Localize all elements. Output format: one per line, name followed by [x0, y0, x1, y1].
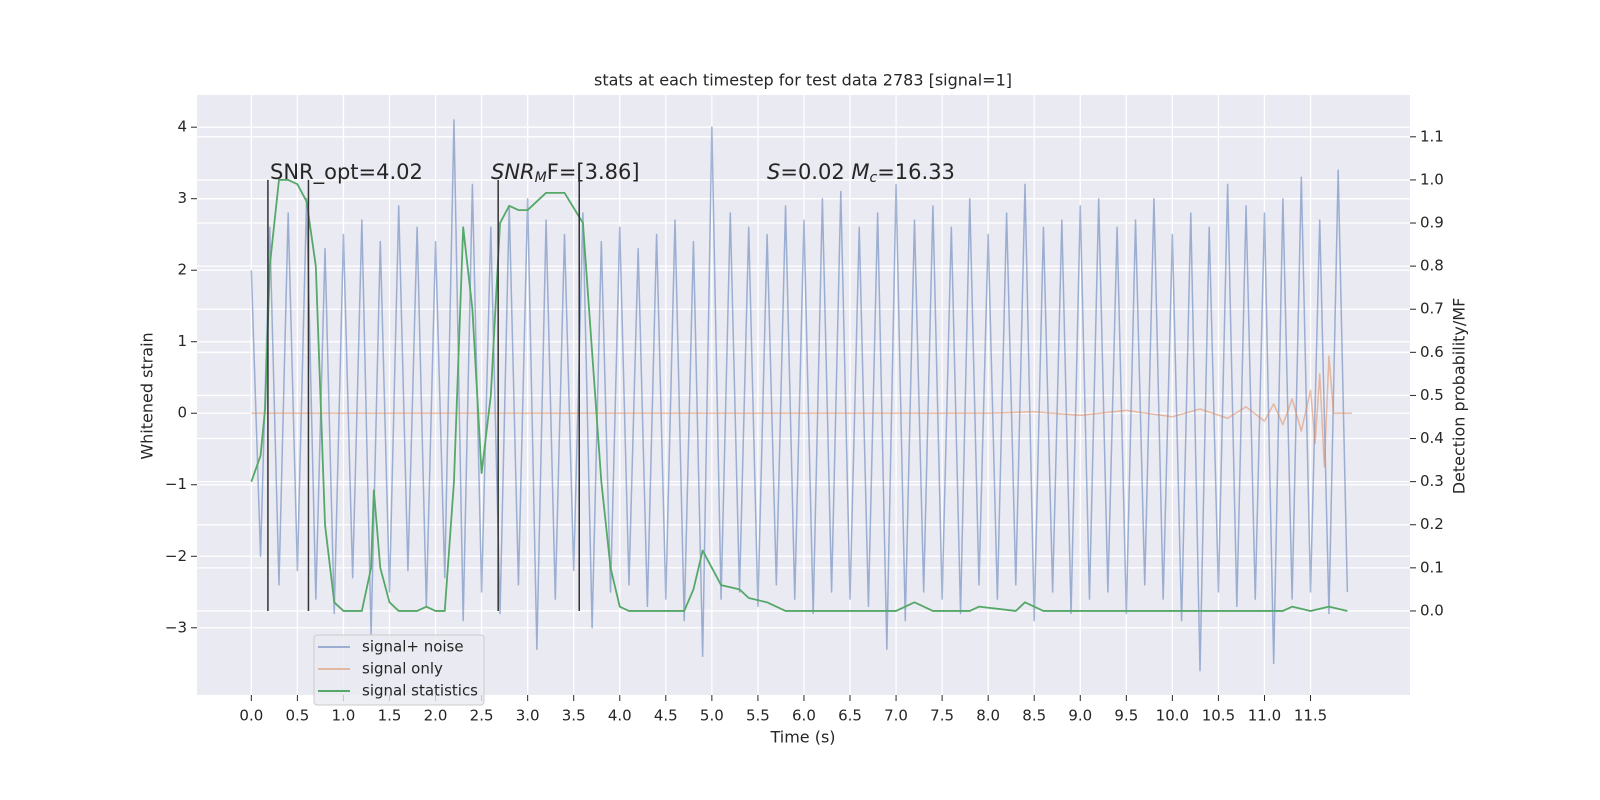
x-tick-label: 10.5	[1202, 707, 1235, 725]
x-tick-label: 1.0	[332, 707, 356, 725]
legend-label: signal+ noise	[362, 638, 464, 656]
y-tick-label: 0	[177, 404, 187, 422]
annotation: S=0.02 Mc=16.33	[767, 160, 955, 186]
y-tick-label: 3	[177, 189, 187, 207]
x-tick-label: 9.0	[1068, 707, 1092, 725]
chart-title: stats at each timestep for test data 278…	[594, 71, 1012, 90]
y2-tick-label: 0.6	[1420, 343, 1444, 361]
annotation-part: M	[851, 160, 869, 184]
annotation-part: SNR	[491, 160, 535, 184]
x-tick-label: 2.5	[470, 707, 494, 725]
x-axis-label: Time (s)	[769, 728, 835, 747]
y2-tick-label: 0.8	[1420, 257, 1444, 275]
y2-tick-label: 0.0	[1420, 601, 1444, 619]
y2-axis-label: Detection probability/MF	[1450, 298, 1469, 495]
series-line	[250, 179, 1348, 612]
series-line	[250, 119, 1349, 672]
y2-tick-label: 0.4	[1420, 429, 1444, 447]
annotation-part: S	[767, 160, 780, 184]
series-line	[251, 355, 1352, 468]
y-axis-label: Whitened strain	[138, 332, 157, 459]
x-tick-label: 10.0	[1156, 707, 1189, 725]
annotation-part: SNR_opt=4.02	[270, 160, 423, 185]
x-tick-label: 7.0	[884, 707, 908, 725]
x-tick-label: 8.0	[976, 707, 1000, 725]
annotation-part: M	[535, 170, 547, 186]
annotation-part: c	[870, 170, 878, 186]
y2-tick-label: 1.0	[1420, 170, 1444, 188]
y2-tick-label: 0.2	[1420, 515, 1444, 533]
x-tick-label: 4.5	[654, 707, 678, 725]
y-tick-label: 4	[177, 118, 187, 136]
x-tick-label: 11.5	[1294, 707, 1327, 725]
annotation-part: F=[3.86]	[547, 160, 640, 184]
annotation-part: =16.33	[877, 160, 955, 184]
legend-box	[313, 634, 485, 706]
x-tick-label: 1.5	[378, 707, 402, 725]
x-tick-label: 4.0	[608, 707, 632, 725]
y2-tick-label: 0.9	[1420, 214, 1444, 232]
y2-tick-label: 1.1	[1420, 127, 1444, 145]
x-tick-label: 0.0	[239, 707, 263, 725]
x-tick-label: 6.0	[792, 707, 816, 725]
legend-label: signal statistics	[362, 682, 478, 700]
y2-tick-label: 0.3	[1420, 472, 1444, 490]
y-tick-label: −1	[165, 475, 187, 493]
x-tick-label: 11.0	[1248, 707, 1281, 725]
y2-tick-label: 0.7	[1420, 300, 1444, 318]
y-tick-label: −3	[165, 618, 187, 636]
y2-tick-label: 0.5	[1420, 386, 1444, 404]
y-tick-label: 2	[177, 261, 187, 279]
annotation: SNR_opt=4.02	[270, 160, 423, 185]
x-tick-label: 5.0	[700, 707, 724, 725]
y-tick-label: 1	[177, 332, 187, 350]
x-tick-label: 6.5	[838, 707, 862, 725]
x-tick-label: 7.5	[930, 707, 954, 725]
annotation: SNRMF=[3.86]	[491, 160, 640, 186]
x-tick-label: 3.0	[516, 707, 540, 725]
legend-label: signal only	[362, 660, 443, 678]
x-tick-label: 2.0	[424, 707, 448, 725]
annotation-part: =0.02	[780, 160, 851, 184]
y2-tick-label: 0.1	[1420, 558, 1444, 576]
x-tick-label: 9.5	[1114, 707, 1138, 725]
x-tick-label: 8.5	[1022, 707, 1046, 725]
y-tick-label: −2	[165, 547, 187, 565]
x-tick-label: 3.5	[562, 707, 586, 725]
x-tick-label: 5.5	[746, 707, 770, 725]
x-tick-label: 0.5	[285, 707, 309, 725]
